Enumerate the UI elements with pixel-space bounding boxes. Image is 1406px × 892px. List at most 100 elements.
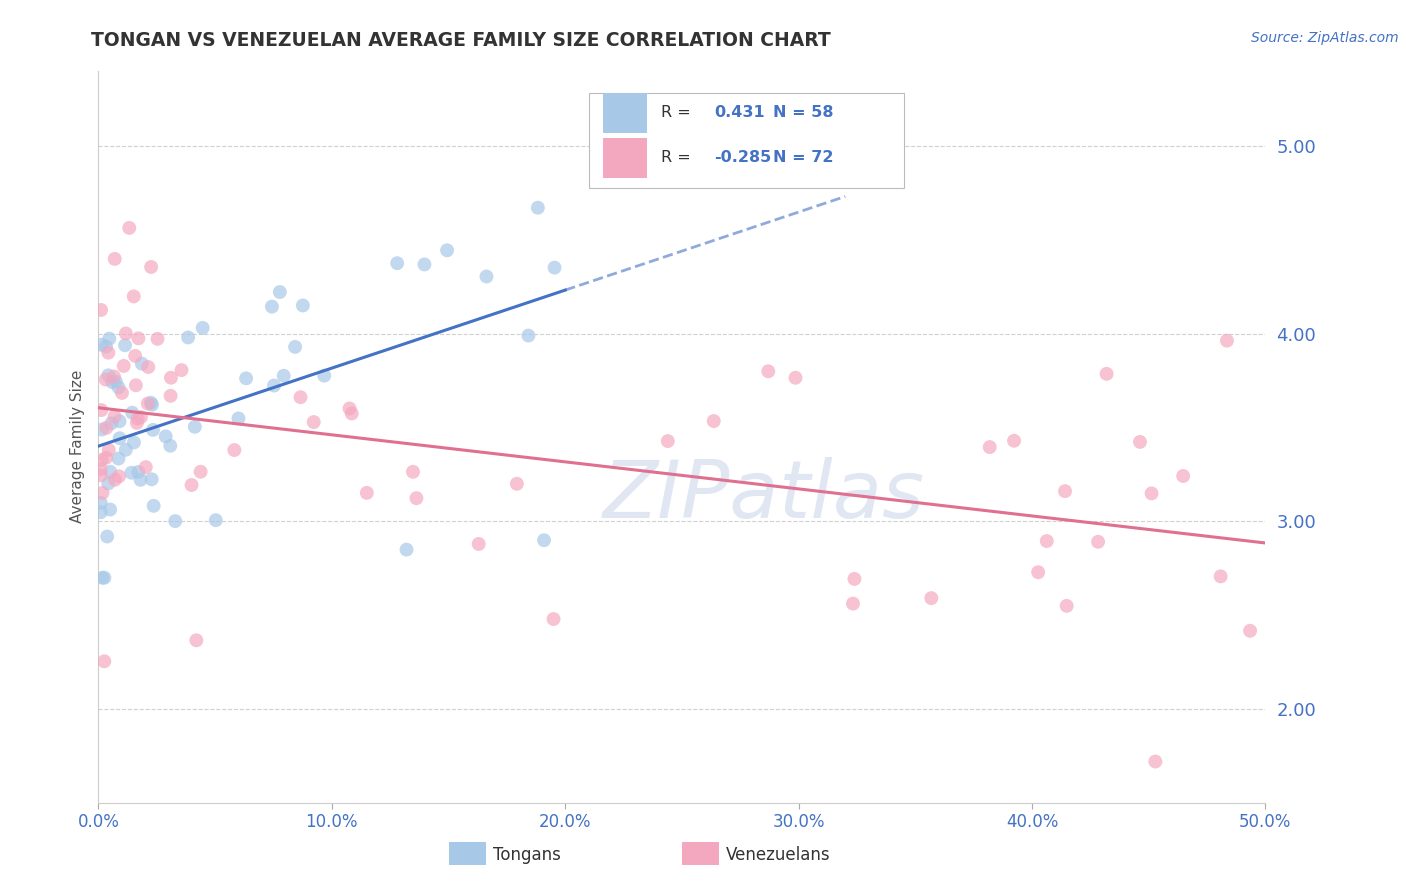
Point xyxy=(1144,755,1167,769)
Point xyxy=(90,423,112,437)
Point xyxy=(114,442,136,457)
Point xyxy=(136,359,159,374)
Text: N = 72: N = 72 xyxy=(773,150,834,165)
Text: -0.285: -0.285 xyxy=(714,150,772,165)
Point xyxy=(96,529,118,543)
Point xyxy=(273,368,295,383)
Point xyxy=(204,513,226,527)
Point xyxy=(90,338,112,352)
FancyBboxPatch shape xyxy=(589,94,904,188)
Point xyxy=(94,339,117,353)
Point xyxy=(90,505,112,519)
Point xyxy=(94,450,117,465)
Point xyxy=(90,453,112,467)
Point xyxy=(107,451,129,466)
Point xyxy=(129,410,152,425)
Point xyxy=(93,654,115,668)
Point xyxy=(340,407,363,421)
Point xyxy=(284,340,307,354)
Point xyxy=(1053,484,1076,499)
Point xyxy=(1173,469,1195,483)
Point xyxy=(475,269,498,284)
Point xyxy=(405,491,427,505)
Point xyxy=(180,478,202,492)
Point xyxy=(263,378,285,392)
Point xyxy=(1129,434,1152,449)
Point xyxy=(467,537,489,551)
Point xyxy=(413,257,436,271)
Point xyxy=(165,514,187,528)
Point xyxy=(1209,569,1232,583)
Point xyxy=(269,285,291,299)
Point xyxy=(136,396,159,410)
Text: N = 58: N = 58 xyxy=(773,105,834,120)
FancyBboxPatch shape xyxy=(449,841,486,865)
Point xyxy=(125,416,148,430)
Point xyxy=(224,443,246,458)
Point xyxy=(108,469,131,483)
Point xyxy=(124,349,146,363)
Point xyxy=(96,421,118,435)
Point xyxy=(122,435,145,450)
Point xyxy=(356,486,378,500)
Point xyxy=(97,476,120,491)
Point xyxy=(127,411,149,425)
Point xyxy=(186,633,208,648)
Point xyxy=(91,486,114,500)
Point xyxy=(517,328,540,343)
Point xyxy=(1095,367,1118,381)
Point xyxy=(107,380,129,394)
Point xyxy=(111,386,134,401)
Text: Tongans: Tongans xyxy=(494,846,561,863)
Point xyxy=(543,612,565,626)
Point xyxy=(103,409,125,424)
Point xyxy=(314,368,336,383)
Point xyxy=(1002,434,1025,448)
Point xyxy=(527,201,550,215)
Point xyxy=(104,252,127,266)
Point xyxy=(1239,624,1261,638)
Point xyxy=(141,472,163,486)
Point xyxy=(91,571,114,585)
Point xyxy=(90,303,112,318)
Point xyxy=(385,256,408,270)
Point xyxy=(290,390,312,404)
Text: R =: R = xyxy=(661,105,702,120)
Point xyxy=(142,499,165,513)
Point xyxy=(139,395,162,409)
Text: R =: R = xyxy=(661,150,696,165)
FancyBboxPatch shape xyxy=(682,841,720,865)
Point xyxy=(159,439,181,453)
Point xyxy=(97,442,120,457)
Text: Source: ZipAtlas.com: Source: ZipAtlas.com xyxy=(1251,31,1399,45)
Point xyxy=(115,326,138,341)
Point xyxy=(135,460,157,475)
Point xyxy=(103,369,125,384)
Point xyxy=(1140,486,1163,500)
Point xyxy=(90,462,112,476)
Point xyxy=(101,375,124,389)
Point xyxy=(104,375,127,389)
Text: Venezuelans: Venezuelans xyxy=(727,846,831,863)
Point xyxy=(756,364,779,378)
Point xyxy=(97,345,120,359)
Point xyxy=(170,363,193,377)
Point xyxy=(703,414,725,428)
Point xyxy=(235,371,257,385)
Point xyxy=(1036,534,1059,549)
Point xyxy=(127,331,149,345)
Point xyxy=(291,298,314,312)
Text: Average Family Size: Average Family Size xyxy=(70,369,84,523)
Point xyxy=(260,300,283,314)
Point xyxy=(177,330,200,344)
Text: 0.431: 0.431 xyxy=(714,105,765,120)
Point xyxy=(842,597,865,611)
Point xyxy=(533,533,555,548)
Point xyxy=(98,465,121,479)
Text: ZIPatlas: ZIPatlas xyxy=(603,457,925,534)
Point xyxy=(190,465,212,479)
Point xyxy=(141,398,163,412)
Point xyxy=(785,370,807,384)
Point xyxy=(1216,334,1239,348)
Point xyxy=(339,401,361,416)
